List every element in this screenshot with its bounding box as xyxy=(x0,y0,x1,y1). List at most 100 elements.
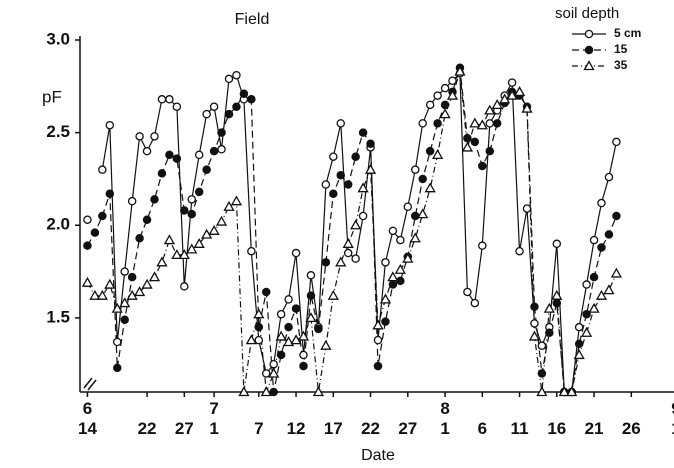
point xyxy=(224,74,234,84)
point xyxy=(142,146,152,156)
point xyxy=(595,289,608,300)
point xyxy=(357,182,369,193)
point xyxy=(335,256,347,267)
point xyxy=(306,291,316,300)
point xyxy=(276,350,286,360)
point xyxy=(528,330,541,341)
point xyxy=(610,267,623,278)
point xyxy=(150,195,159,204)
point xyxy=(612,137,621,147)
point xyxy=(238,386,250,397)
point xyxy=(469,117,481,128)
point xyxy=(119,297,131,308)
point xyxy=(513,86,526,97)
point xyxy=(478,161,487,171)
legend-marker xyxy=(583,60,595,71)
point xyxy=(172,154,182,163)
point xyxy=(463,133,472,143)
point xyxy=(604,230,614,239)
point xyxy=(470,137,480,147)
x-tick-label: 27 xyxy=(175,419,194,438)
point xyxy=(232,70,241,80)
point xyxy=(574,339,584,349)
series-line xyxy=(86,71,617,393)
point xyxy=(230,195,243,206)
point xyxy=(186,243,198,254)
point xyxy=(254,335,264,345)
point xyxy=(388,280,398,289)
point xyxy=(260,386,272,397)
point xyxy=(381,317,390,326)
point xyxy=(336,119,345,128)
point xyxy=(171,249,183,260)
point xyxy=(135,132,144,141)
point xyxy=(543,302,555,313)
point xyxy=(350,219,362,230)
point xyxy=(306,271,316,280)
point xyxy=(394,263,406,274)
point xyxy=(418,174,427,184)
point xyxy=(597,243,606,252)
point xyxy=(120,267,129,276)
point xyxy=(113,337,122,347)
point xyxy=(387,271,399,282)
point xyxy=(247,95,256,104)
point xyxy=(180,282,189,291)
point xyxy=(111,302,123,313)
point xyxy=(209,146,219,156)
point xyxy=(409,232,421,243)
point xyxy=(90,228,100,237)
point xyxy=(582,280,591,289)
point xyxy=(433,91,442,100)
point xyxy=(373,361,383,371)
point xyxy=(485,146,494,156)
point xyxy=(537,369,547,378)
point xyxy=(604,172,614,182)
point xyxy=(327,289,339,300)
point xyxy=(187,195,196,204)
x-tick-label: 27 xyxy=(398,419,417,438)
x-tick-label: 26 xyxy=(622,419,641,438)
point xyxy=(515,246,524,256)
point xyxy=(530,319,539,328)
point xyxy=(403,202,413,211)
point xyxy=(127,272,137,282)
point xyxy=(89,289,101,300)
series-line xyxy=(101,71,617,393)
point xyxy=(261,369,271,378)
point xyxy=(127,196,137,206)
point xyxy=(351,254,360,263)
point xyxy=(253,308,265,319)
point xyxy=(208,224,220,235)
point xyxy=(552,298,562,308)
point xyxy=(431,149,444,160)
y-tick-label: 2.5 xyxy=(46,122,70,141)
x-tick-label: 91 xyxy=(671,399,674,438)
point xyxy=(96,289,108,300)
point xyxy=(239,89,249,98)
point xyxy=(217,145,226,154)
point xyxy=(440,100,450,110)
point xyxy=(597,198,606,208)
point xyxy=(410,165,420,174)
axis-break xyxy=(83,377,97,391)
legend-label: 35 xyxy=(614,58,628,72)
point xyxy=(299,350,308,360)
point xyxy=(417,208,429,219)
legend-label: 5 cm xyxy=(614,26,641,40)
x-tick-label: 17 xyxy=(324,419,343,438)
point xyxy=(343,180,353,189)
point xyxy=(388,226,398,236)
series-line xyxy=(86,67,617,393)
legend-label: 15 xyxy=(614,42,628,56)
legend-title: soil depth xyxy=(555,5,619,22)
point xyxy=(113,363,122,373)
chart-title: Field xyxy=(235,11,270,28)
point xyxy=(491,99,503,109)
point xyxy=(133,286,146,297)
point xyxy=(364,163,377,174)
point xyxy=(245,334,257,345)
point xyxy=(297,330,310,341)
point xyxy=(142,215,152,224)
